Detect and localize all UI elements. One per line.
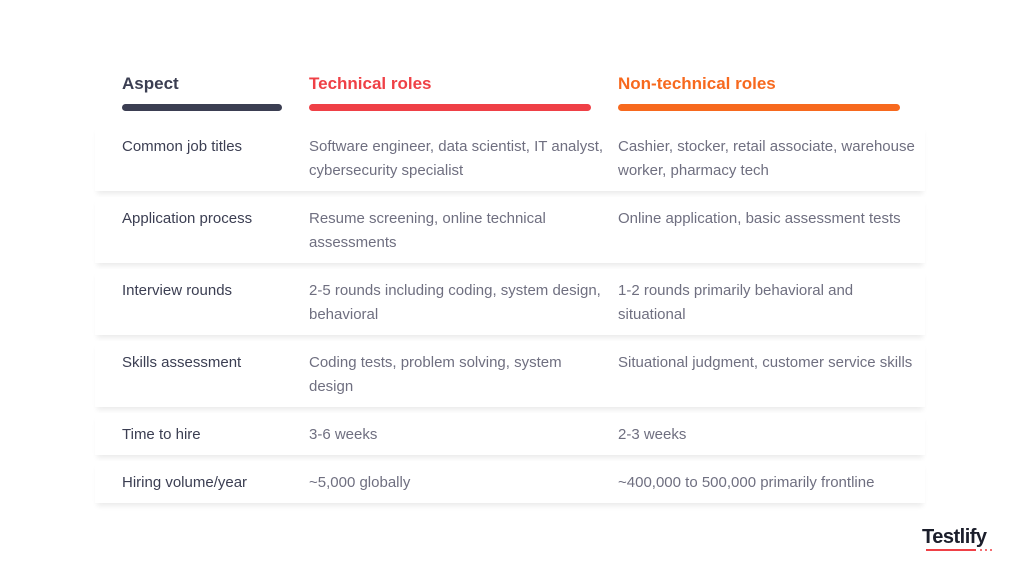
non-technical-cell: 2-3 weeks bbox=[618, 426, 687, 443]
table-row: Common job titles Software engineer, dat… bbox=[95, 125, 925, 191]
logo-underline bbox=[926, 549, 976, 551]
non-technical-underline bbox=[618, 104, 900, 111]
comparison-table: Common job titles Software engineer, dat… bbox=[95, 125, 925, 509]
technical-cell: ~5,000 globally bbox=[309, 474, 411, 491]
table-row: Interview rounds 2-5 rounds including co… bbox=[95, 269, 925, 335]
aspect-cell: Time to hire bbox=[122, 426, 201, 443]
logo-dots bbox=[980, 549, 992, 551]
technical-cell: Software engineer, data scientist, IT an… bbox=[309, 138, 604, 179]
aspect-cell: Hiring volume/year bbox=[122, 474, 248, 491]
header-non-technical: Non-technical roles bbox=[618, 74, 776, 93]
technical-cell: Coding tests, problem solving, system de… bbox=[309, 354, 562, 395]
testlify-logo-group: Testlify bbox=[922, 526, 992, 551]
table-row: Skills assessment Coding tests, problem … bbox=[95, 341, 925, 407]
technical-cell: 2-5 rounds including coding, system desi… bbox=[309, 282, 601, 323]
aspect-cell: Skills assessment bbox=[122, 354, 242, 371]
technical-cell: Resume screening, online technical asses… bbox=[309, 210, 546, 251]
aspect-underline bbox=[122, 104, 282, 111]
non-technical-cell: Situational judgment, customer service s… bbox=[618, 354, 913, 371]
non-technical-cell: ~400,000 to 500,000 primarily frontline bbox=[618, 474, 875, 491]
logo-underline-group bbox=[926, 549, 992, 551]
aspect-cell: Application process bbox=[122, 210, 253, 227]
aspect-cell: Interview rounds bbox=[122, 282, 233, 299]
non-technical-cell: Online application, basic assessment tes… bbox=[618, 210, 901, 227]
testlify-logo: Testlify bbox=[922, 526, 987, 548]
header-technical: Technical roles bbox=[309, 74, 432, 93]
table-row: Application process Resume screening, on… bbox=[95, 197, 925, 263]
technical-cell: 3-6 weeks bbox=[309, 426, 378, 443]
table-row: Time to hire 3-6 weeks 2-3 weeks bbox=[95, 413, 925, 455]
non-technical-cell: Cashier, stocker, retail associate, ware… bbox=[618, 138, 915, 179]
aspect-cell: Common job titles bbox=[122, 138, 243, 155]
non-technical-cell: 1-2 rounds primarily behavioral and situ… bbox=[618, 282, 854, 323]
technical-underline bbox=[309, 104, 591, 111]
table-row: Hiring volume/year ~5,000 globally ~400,… bbox=[95, 461, 925, 503]
header-aspect: Aspect bbox=[122, 74, 179, 93]
